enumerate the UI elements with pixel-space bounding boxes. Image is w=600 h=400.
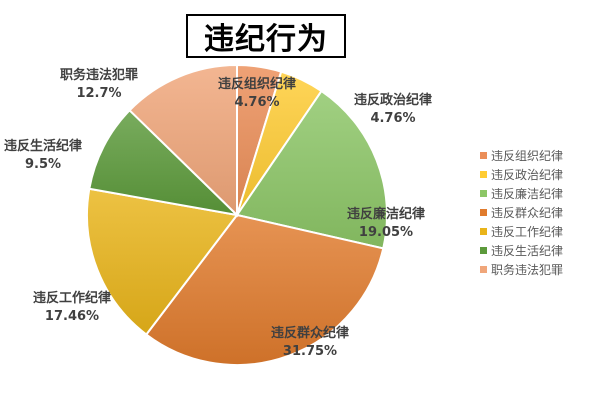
slice-value-label: 17.46% [45,309,99,324]
legend-label: 违反工作纪律 [491,225,564,239]
slice-value-label: 4.76% [234,95,279,110]
slice-category-label: 违反组织纪律 [218,76,296,92]
slice-value-label: 12.7% [76,86,121,101]
legend-label: 违反生活纪律 [491,244,564,258]
legend-swatch [480,209,487,216]
legend-item: 违反群众纪律 [480,203,600,222]
slice-value-label: 19.05% [359,225,413,240]
legend-item: 违反组织纪律 [480,146,600,165]
pie-slice [86,187,239,336]
legend: 违反组织纪律 违反政治纪律 违反廉洁纪律 违反群众纪律 违反工作纪律 违反生活纪… [480,146,600,279]
legend-item: 违反廉洁纪律 [480,184,600,203]
legend-item: 违反生活纪律 [480,241,600,260]
slice-value-label: 9.5% [25,157,61,172]
pie-slice [235,89,388,250]
legend-label: 职务违法犯罪 [491,263,564,277]
slice-value-label: 4.76% [370,111,415,126]
legend-label: 违反群众纪律 [491,206,564,220]
pie-slice [88,108,241,217]
legend-swatch [480,266,487,273]
legend-item: 违反政治纪律 [480,165,600,184]
legend-label: 违反组织纪律 [491,149,564,163]
pie-slice [144,213,385,366]
slice-category-label: 职务违法犯罪 [60,67,138,83]
slice-category-label: 违反群众纪律 [271,325,349,341]
legend-swatch [480,171,487,178]
slice-category-label: 违反生活纪律 [4,138,82,154]
slice-category-label: 违反廉洁纪律 [347,206,425,222]
slice-category-label: 违反工作纪律 [33,290,111,306]
legend-item: 违反工作纪律 [480,222,600,241]
legend-swatch [480,190,487,197]
chart-title: 违纪行为 [186,14,346,58]
legend-swatch [480,152,487,159]
pie-slice [128,63,238,218]
slice-category-label: 违反政治纪律 [354,92,432,108]
legend-label: 违反廉洁纪律 [491,187,564,201]
legend-swatch [480,247,487,254]
legend-label: 违反政治纪律 [491,168,564,182]
slice-value-label: 31.75% [283,344,337,359]
legend-item: 职务违法犯罪 [480,260,600,279]
legend-swatch [480,228,487,235]
